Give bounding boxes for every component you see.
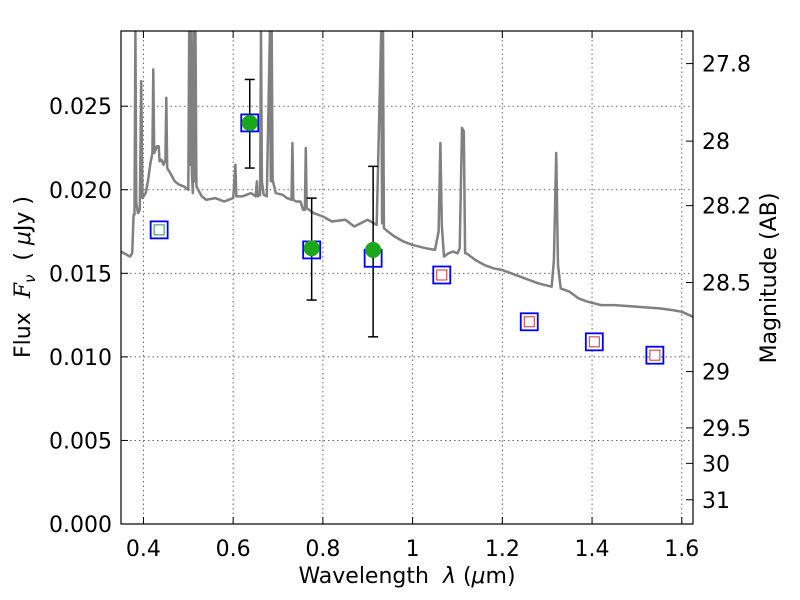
y-tick-label-3: 0.015 (49, 262, 112, 287)
y-tick-label-2: 0.010 (49, 346, 112, 371)
x-tick-label-5: 1.4 (575, 537, 610, 562)
x-tick-label-1: 0.6 (216, 537, 251, 562)
y-tick-label-0: 0.000 (49, 513, 112, 538)
y-tick-label-4: 0.020 (49, 179, 112, 204)
right-tick-label-2: 28.2 (702, 195, 751, 220)
right-axis-title: Magnitude (AB) (757, 193, 782, 364)
spectrum-line (121, 31, 693, 318)
model-point-7 (645, 345, 665, 365)
right-tick-label-5: 29.5 (702, 417, 751, 442)
observed-point-0 (241, 114, 258, 131)
observed-point-2 (365, 241, 382, 258)
right-tick-label-6: 30 (702, 452, 730, 477)
observed-point-1 (303, 240, 320, 257)
right-tick-label-0: 27.8 (702, 53, 751, 78)
right-tick-label-1: 28 (702, 130, 730, 155)
x-tick-label-6: 1.6 (664, 537, 699, 562)
x-tick-label-2: 0.8 (305, 537, 340, 562)
y-tick-label-1: 0.005 (49, 429, 112, 454)
grid-layer (121, 31, 693, 525)
model-point-0 (149, 220, 169, 240)
right-tick-label-7: 31 (702, 489, 730, 514)
right-tick-label-4: 29 (702, 361, 730, 386)
labels-layer: 0.4 0.6 0.8 1 1.2 1.4 1.6 0.000 0.005 0.010 0.015 0… (49, 53, 751, 562)
model-point-6 (584, 332, 604, 352)
x-axis-title: Wavelength λ (μm) (298, 564, 515, 589)
right-tick-label-3: 28.5 (702, 272, 751, 297)
model-point-5 (519, 312, 539, 332)
y-tick-label-5: 0.025 (49, 95, 112, 120)
plot-frame (120, 30, 694, 525)
model-point-1 (240, 113, 260, 133)
x-tick-label-4: 1.2 (485, 537, 520, 562)
x-tick-label-0: 0.4 (126, 537, 161, 562)
ticks-layer (121, 31, 693, 525)
y-axis-title: Flux Fν ( μJy ) (11, 196, 39, 358)
x-tick-label-3: 1 (406, 537, 420, 562)
model-point-4 (432, 265, 452, 285)
plot-layer (121, 31, 693, 365)
